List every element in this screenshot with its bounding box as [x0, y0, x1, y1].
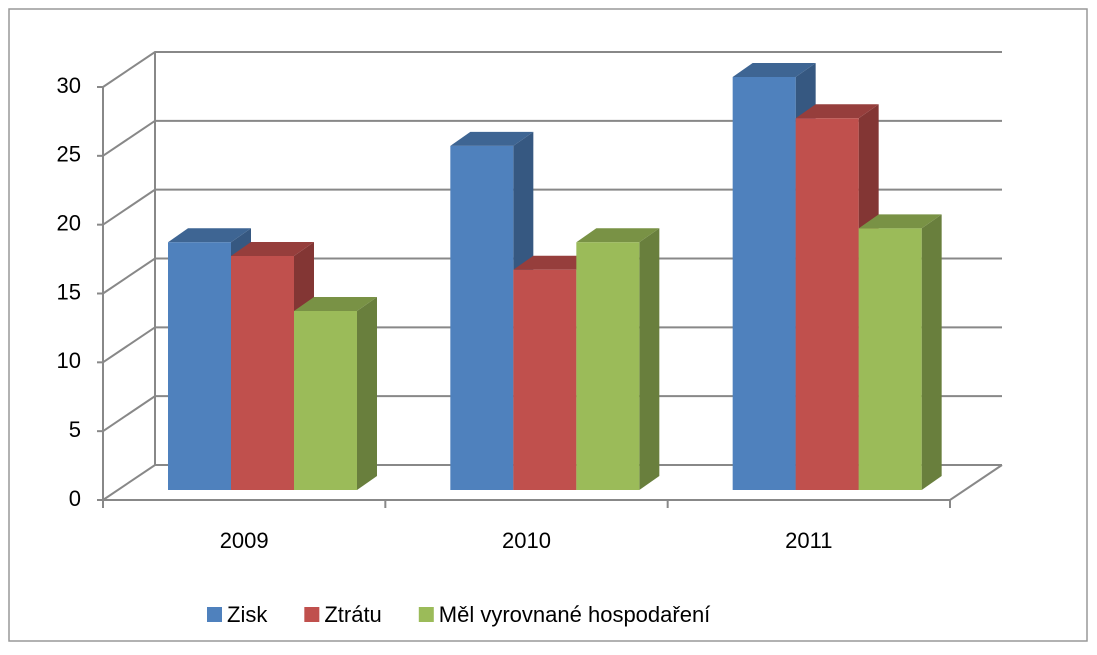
bar-face	[294, 297, 377, 312]
y-tick-label: 5	[69, 417, 81, 442]
legend-swatch	[207, 607, 222, 622]
bar-face	[450, 145, 514, 491]
x-tick-label: 2010	[502, 528, 551, 553]
bar-face	[795, 104, 879, 119]
grid-line	[102, 395, 1002, 432]
legend-label: Zisk	[227, 602, 268, 627]
y-tick-label: 0	[69, 486, 81, 511]
y-tick-label: 15	[57, 279, 81, 304]
grid-line	[102, 188, 1002, 226]
bar	[294, 297, 377, 490]
bar-face	[513, 255, 597, 270]
bar-face	[513, 269, 577, 490]
bar-face	[450, 131, 534, 146]
bar-face	[357, 297, 377, 490]
bar-face	[168, 242, 231, 490]
bar-face	[732, 77, 796, 490]
bar-face	[231, 255, 294, 490]
y-tick-label: 30	[57, 73, 81, 98]
x-tick-label: 2011	[785, 528, 832, 553]
grid-line	[102, 119, 1002, 157]
bar-face	[732, 63, 816, 77]
legend-label: Ztrátu	[324, 602, 381, 627]
bar	[858, 214, 942, 490]
grid-line	[102, 464, 1002, 501]
legend-swatch	[304, 607, 320, 622]
bar-face	[231, 241, 314, 256]
bar-face	[858, 228, 922, 490]
grid-line	[102, 257, 1002, 295]
bar-face	[921, 214, 942, 490]
bar-face	[858, 214, 942, 229]
bar-face	[639, 228, 660, 490]
bar-face	[795, 118, 859, 491]
bar-face	[294, 311, 357, 490]
legend-swatch	[418, 607, 434, 622]
grid-line	[102, 51, 1002, 88]
bar-face	[576, 242, 640, 490]
bar-face	[576, 228, 660, 243]
y-tick-label: 25	[57, 142, 81, 167]
bar	[576, 228, 660, 490]
grid-line	[102, 326, 1002, 364]
y-tick-label: 10	[57, 348, 81, 373]
x-tick-label: 2009	[220, 528, 269, 553]
bar-face	[168, 228, 251, 243]
legend-label: Měl vyrovnané hospodaření	[439, 602, 711, 627]
y-tick-label: 20	[57, 210, 81, 235]
